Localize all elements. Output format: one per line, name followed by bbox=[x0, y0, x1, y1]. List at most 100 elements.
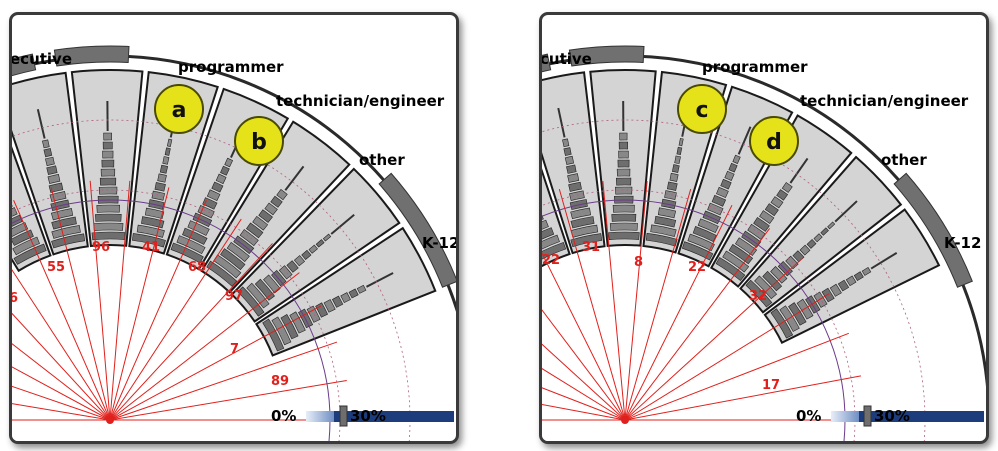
histogram-bar bbox=[12, 207, 18, 217]
histogram-bar bbox=[570, 216, 595, 229]
radial-ray bbox=[109, 380, 347, 421]
color-legend[interactable]: 0% 30% bbox=[796, 405, 984, 427]
category-arc[interactable] bbox=[542, 53, 552, 102]
histogram-spike bbox=[789, 157, 809, 184]
category-arc[interactable] bbox=[378, 172, 456, 288]
histogram-bar bbox=[570, 233, 603, 248]
radial-chart-left: ecutive programmer technician/engineer o… bbox=[12, 45, 456, 441]
radial-ray bbox=[12, 403, 111, 421]
ray-value-label: 6 bbox=[12, 291, 18, 306]
ray-value-label: 8 bbox=[634, 255, 643, 270]
histogram-bar bbox=[611, 213, 637, 222]
category-label-programmer: programmer bbox=[178, 58, 284, 76]
histogram-bar bbox=[141, 216, 165, 229]
histogram-bar bbox=[612, 204, 635, 213]
histogram-bar bbox=[776, 189, 789, 201]
ray-hub bbox=[621, 416, 629, 424]
histogram-spike bbox=[870, 252, 898, 270]
histogram-bar bbox=[542, 234, 560, 250]
ray-value-label: 96 bbox=[92, 240, 110, 255]
ray-value-label: 31 bbox=[582, 240, 600, 255]
histogram-bar bbox=[796, 298, 814, 320]
histogram-bar bbox=[734, 237, 758, 256]
histogram-bar bbox=[845, 275, 857, 287]
badge-b[interactable]: b bbox=[234, 116, 284, 166]
sector-layer bbox=[12, 54, 456, 441]
histogram-bar bbox=[306, 305, 321, 323]
radial-ray bbox=[624, 204, 733, 421]
histogram-bar bbox=[157, 173, 167, 183]
histogram-bar bbox=[618, 141, 629, 150]
histogram-spike bbox=[36, 109, 46, 139]
histogram-bar bbox=[608, 231, 640, 241]
ray-value-label: 97 bbox=[225, 289, 243, 304]
histogram-bar bbox=[100, 168, 116, 177]
histogram-bar bbox=[206, 189, 221, 202]
histogram-bar bbox=[315, 239, 325, 248]
histogram-bar bbox=[47, 173, 61, 184]
badge-d[interactable]: d bbox=[749, 116, 799, 166]
legend-slider-handle[interactable] bbox=[339, 405, 348, 427]
histogram-bar bbox=[159, 164, 169, 174]
ray-hub bbox=[106, 416, 114, 424]
histogram-bar bbox=[246, 282, 270, 309]
histogram-bar bbox=[650, 224, 677, 237]
histogram-bar bbox=[570, 207, 592, 220]
histogram-bar bbox=[724, 170, 735, 181]
ray-value-label: 89 bbox=[271, 374, 289, 389]
radial-ray bbox=[12, 343, 111, 421]
badge-c[interactable]: c bbox=[677, 84, 727, 134]
histogram-bar bbox=[568, 181, 582, 192]
histogram-bar bbox=[270, 195, 283, 208]
legend-slider-handle[interactable] bbox=[863, 405, 872, 427]
ray-value-label: 7 bbox=[230, 342, 239, 357]
category-label-other: other bbox=[359, 151, 405, 169]
histogram-bar bbox=[162, 156, 170, 165]
histogram-bar bbox=[340, 292, 351, 304]
category-arc[interactable] bbox=[568, 45, 645, 67]
radial-chart-panel-right: cutive programmer technician/engineer ot… bbox=[539, 12, 989, 444]
histogram-bar bbox=[103, 132, 112, 141]
category-label-technician-engineer: technician/engineer bbox=[276, 92, 445, 110]
radial-ray bbox=[624, 332, 849, 421]
histogram-bar bbox=[619, 132, 628, 141]
histogram-bar bbox=[323, 299, 336, 313]
radial-chart-panel-left: ecutive programmer technician/engineer o… bbox=[9, 12, 459, 444]
histogram-bar bbox=[51, 216, 77, 230]
histogram-bar bbox=[542, 227, 555, 240]
category-arc[interactable] bbox=[893, 172, 973, 288]
legend-max-label: 30% bbox=[350, 407, 386, 425]
category-arc[interactable] bbox=[53, 45, 130, 67]
histogram-bar bbox=[301, 249, 312, 260]
histogram-bar bbox=[224, 157, 234, 168]
category-label-other: other bbox=[881, 151, 927, 169]
radial-ray bbox=[624, 189, 692, 421]
radial-ray bbox=[12, 385, 111, 421]
histogram-bar bbox=[246, 222, 264, 239]
radial-ray bbox=[50, 187, 111, 421]
histogram-bar bbox=[853, 271, 864, 281]
inner-disk bbox=[12, 247, 283, 441]
radial-ray bbox=[13, 200, 111, 421]
histogram-bar bbox=[837, 279, 850, 292]
category-arc[interactable] bbox=[12, 53, 37, 102]
histogram-bar bbox=[356, 284, 367, 294]
category-label-k12: K-12 bbox=[944, 234, 981, 252]
histogram-bar bbox=[239, 229, 259, 247]
histogram-bar bbox=[48, 182, 64, 193]
histogram-bar bbox=[132, 233, 166, 248]
histogram-bar bbox=[716, 186, 729, 199]
category-label-programmer: programmer bbox=[702, 58, 808, 76]
histogram-bar bbox=[799, 244, 811, 256]
histogram-bar bbox=[542, 219, 549, 230]
ray-value-label: 55 bbox=[47, 260, 65, 275]
color-legend[interactable]: 0% 30% bbox=[271, 405, 454, 427]
badge-a[interactable]: a bbox=[154, 84, 204, 134]
histogram-bar bbox=[722, 250, 750, 273]
histogram-bar bbox=[332, 295, 344, 308]
histogram-bar bbox=[813, 291, 828, 308]
histogram-bar bbox=[645, 232, 678, 247]
histogram-bar bbox=[13, 243, 47, 265]
histogram-bar bbox=[308, 244, 318, 254]
histogram-bar bbox=[182, 227, 208, 245]
